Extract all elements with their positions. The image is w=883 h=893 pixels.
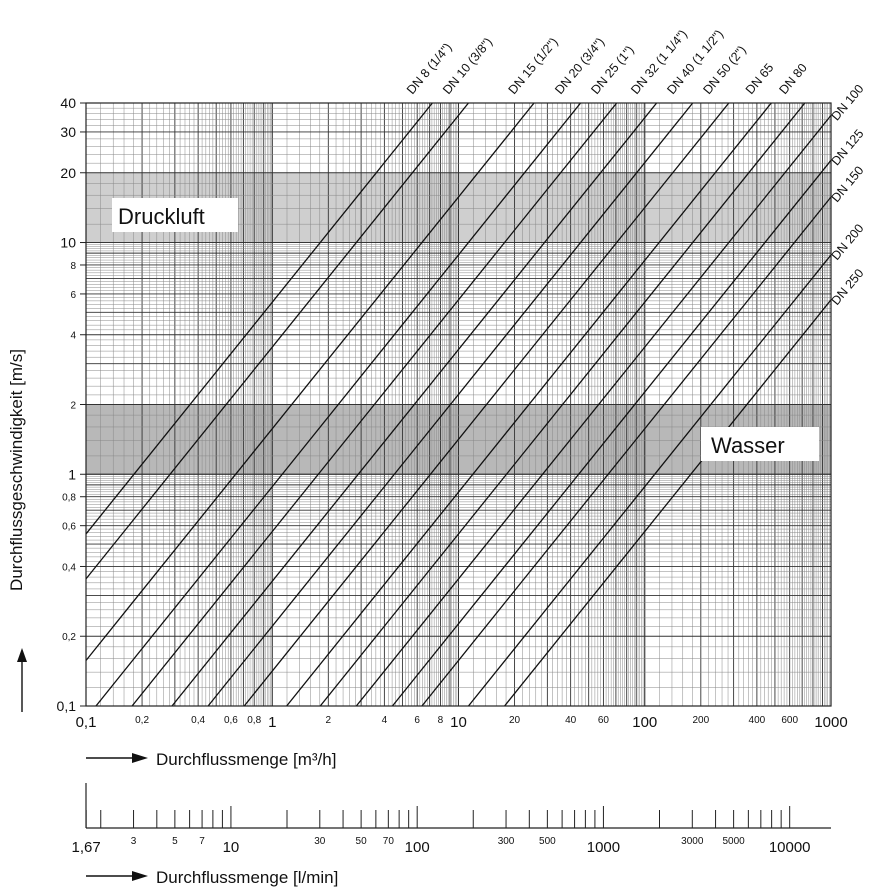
secondary-tick-label: 10000 xyxy=(769,839,811,856)
y-tick-label: 0,1 xyxy=(57,698,77,714)
y-tick-label: 0,6 xyxy=(62,522,76,533)
band-label-wasser: Wasser xyxy=(711,433,785,458)
secondary-tick-label: 30 xyxy=(314,836,326,847)
x-tick-label: 600 xyxy=(781,715,798,726)
x-tick-label: 10 xyxy=(450,714,467,731)
x-tick-label: 20 xyxy=(509,715,521,726)
series-line-dn-40 xyxy=(207,103,694,706)
secondary-axis-ticks: 1,67 3 5 7 10 30 50 70 100 300 500 1000 3000 5000 1000… xyxy=(72,806,811,856)
secondary-tick-label: 5 xyxy=(172,836,178,847)
band-label-druckluft: Druckluft xyxy=(118,204,205,229)
secondary-tick-label: 3000 xyxy=(681,836,704,847)
series-line-dn-8 xyxy=(86,103,433,535)
series-line-dn-80 xyxy=(319,103,806,706)
series-label-dn-80: DN 80 xyxy=(776,61,810,97)
band-label-box-wasser xyxy=(701,427,819,461)
x-tick-label: 8 xyxy=(438,715,444,726)
series-line-dn-10 xyxy=(86,103,469,580)
x-tick-label: 1 xyxy=(268,714,276,731)
y-tick-label: 6 xyxy=(70,290,76,301)
series-line-dn-250 xyxy=(504,298,831,706)
secondary-axis-label: Durchflussmenge [l/min] xyxy=(156,868,338,887)
x-tick-label: 200 xyxy=(692,715,709,726)
secondary-tick-label: 100 xyxy=(405,839,430,856)
grid xyxy=(86,103,831,706)
series-line-dn-150 xyxy=(421,195,831,706)
secondary-tick-label: 10 xyxy=(223,839,240,856)
secondary-tick-label: 500 xyxy=(539,836,556,847)
x-tick-label: 0,1 xyxy=(76,714,97,731)
x-tick-label: 60 xyxy=(598,715,610,726)
x-tick-label: 0,4 xyxy=(191,715,205,726)
y-axis-ticks: 0,1 0,2 0,4 0,6 0,8 1 2 4 6 8 10 20 30 40 xyxy=(57,95,86,714)
x-tick-label: 0,8 xyxy=(247,715,261,726)
y-tick-label: 20 xyxy=(60,165,76,181)
secondary-tick-label: 3 xyxy=(131,836,137,847)
x-tick-label: 6 xyxy=(414,715,420,726)
x-axis-label: Durchflussmenge [m³/h] xyxy=(156,750,336,769)
x-tick-label: 0,6 xyxy=(224,715,238,726)
series-line-dn-100 xyxy=(355,114,831,706)
y-tick-label: 4 xyxy=(70,331,76,342)
y-tick-label: 40 xyxy=(60,95,76,111)
series-label-dn-65: DN 65 xyxy=(743,61,777,97)
series-label-dn-150: DN 150 xyxy=(829,163,867,205)
series-line-dn-50 xyxy=(243,103,730,706)
y-tick-label: 10 xyxy=(60,235,76,251)
series-label-dn-100: DN 100 xyxy=(829,82,867,124)
series-line-dn-25 xyxy=(131,103,618,706)
y-tick-label: 30 xyxy=(60,124,76,140)
secondary-tick-label: 7 xyxy=(199,836,205,847)
x-tick-label: 1000 xyxy=(814,714,847,731)
x-axis-ticks: 0,1 0,2 0,4 0,6 0,8 1 2 4 6 8 10 20 40 60 100 200 400 600… xyxy=(76,714,848,731)
secondary-tick-label: 300 xyxy=(498,836,515,847)
series-label-dn-250: DN 250 xyxy=(829,266,867,308)
series-line-dn-65 xyxy=(286,103,772,706)
x-tick-label: 4 xyxy=(382,715,388,726)
secondary-tick-label: 50 xyxy=(356,836,368,847)
series-line-dn-200 xyxy=(467,253,831,706)
band-label-box-druckluft xyxy=(112,198,238,232)
x-tick-label: 400 xyxy=(749,715,766,726)
y-tick-label: 0,2 xyxy=(62,632,76,643)
y-tick-label: 0,8 xyxy=(62,493,76,504)
y-axis-arrow-icon xyxy=(17,648,27,662)
x-axis-arrow-icon xyxy=(132,753,148,763)
secondary-axis-arrow-icon xyxy=(132,871,148,881)
series-line-dn-32 xyxy=(171,103,658,706)
series-label-dn-200: DN 200 xyxy=(829,221,867,263)
y-tick-label: 8 xyxy=(70,261,76,272)
y-axis-label: Durchflussgeschwindigkeit [m/s] xyxy=(7,349,26,591)
y-tick-label: 2 xyxy=(70,401,76,412)
series-line-dn-15 xyxy=(86,103,535,662)
secondary-tick-label: 1,67 xyxy=(72,839,101,856)
series-line-dn-20 xyxy=(95,103,582,706)
series-line-dn-125 xyxy=(391,159,831,706)
series-label-dn-125: DN 125 xyxy=(829,127,867,169)
y-tick-label: 0,4 xyxy=(62,562,76,573)
x-tick-label: 0,2 xyxy=(135,715,149,726)
secondary-tick-label: 1000 xyxy=(587,839,620,856)
pipe-diameter-lines xyxy=(86,103,831,706)
x-tick-label: 100 xyxy=(632,714,657,731)
secondary-tick-label: 5000 xyxy=(722,836,745,847)
y-tick-label: 1 xyxy=(68,466,76,482)
secondary-tick-label: 70 xyxy=(383,836,395,847)
x-tick-label: 2 xyxy=(326,715,332,726)
x-tick-label: 40 xyxy=(565,715,577,726)
